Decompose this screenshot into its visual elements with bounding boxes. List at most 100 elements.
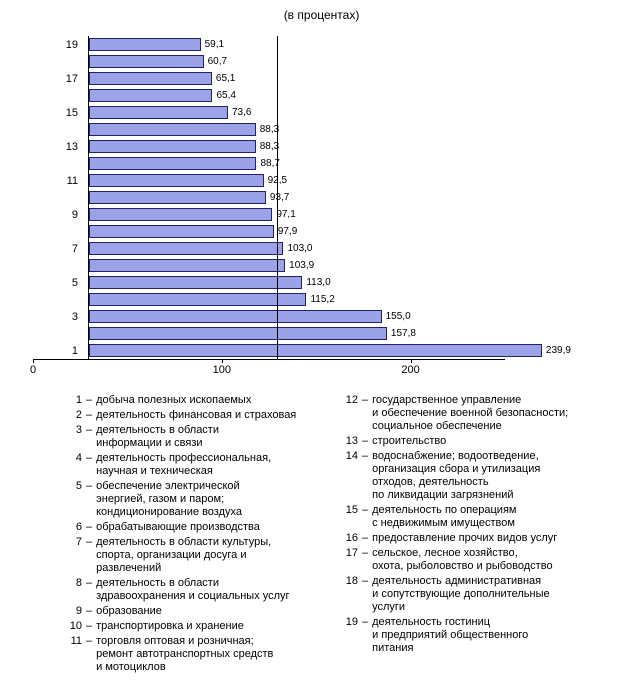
legend-item-text: деятельность гостиниц и предприятий обще… bbox=[372, 616, 529, 654]
bar-value-label: 88,3 bbox=[259, 141, 280, 152]
bar-track: 60,7 bbox=[88, 53, 560, 70]
bar-row: 7 103,0 bbox=[55, 240, 560, 257]
bar-track: 93,7 bbox=[88, 189, 560, 206]
legend-item-separator: – bbox=[362, 450, 369, 462]
bar-value-label: 65,4 bbox=[216, 90, 236, 101]
bar-track: 65,1 bbox=[88, 70, 560, 87]
bar-track: 155,0 bbox=[88, 308, 560, 325]
bar-chart-plot-area: 19 59,1 60,7 17 65,1 65,4 15 73,6 88,3 13 88,3 88,7… bbox=[55, 36, 571, 359]
chart-title: (в процентах) bbox=[283, 8, 360, 22]
legend-item-text: деятельность финансовая и страховая bbox=[96, 409, 297, 421]
bar bbox=[89, 225, 274, 238]
legend-item-number: 10 bbox=[69, 620, 82, 632]
bar-value-label: 88,7 bbox=[260, 158, 280, 169]
legend-item-text: деятельность административная и сопутств… bbox=[372, 575, 550, 613]
legend-item-separator: – bbox=[86, 577, 93, 589]
legend-item: 6– обрабатывающие производства bbox=[62, 521, 312, 534]
legend-item: 11– торговля оптовая и розничная; ремонт … bbox=[62, 635, 312, 674]
bar-track: 59,1 bbox=[88, 36, 560, 53]
x-axis-ticks: 0 100 200 bbox=[29, 360, 505, 378]
legend-item: 15– деятельность по операциям с недвижимы… bbox=[338, 504, 623, 530]
bar-value-label: 97,1 bbox=[276, 209, 296, 220]
bar-value-label: 88,3 bbox=[259, 124, 280, 135]
legend-item-number: 11 bbox=[70, 635, 82, 647]
bar bbox=[89, 106, 228, 119]
bar-row: 60,7 bbox=[55, 53, 560, 70]
bar-row: 15 73,6 bbox=[55, 104, 560, 121]
legend-item-number: 1 bbox=[75, 394, 82, 406]
legend-item-number: 9 bbox=[75, 605, 82, 617]
bar-row: 13 88,3 bbox=[55, 138, 560, 155]
x-tick-label: 0 bbox=[29, 364, 37, 376]
legend-item-separator: – bbox=[86, 605, 93, 617]
legend-item: 18– деятельность административная и сопут… bbox=[338, 575, 623, 614]
legend-item-number: 14 bbox=[345, 450, 358, 462]
x-tick-mark bbox=[221, 360, 223, 363]
bar-track: 65,4 bbox=[88, 87, 560, 104]
bar bbox=[89, 310, 382, 323]
legend-item: 7– деятельность в области культуры, спорт… bbox=[62, 536, 312, 575]
legend-item-text: обрабатывающие производства bbox=[96, 521, 260, 533]
legend-item-number: 18 bbox=[345, 575, 358, 587]
bar-row: 88,3 bbox=[55, 121, 560, 138]
legend-item-number: 17 bbox=[345, 547, 358, 559]
legend-item-separator: – bbox=[86, 635, 93, 647]
legend-item-number: 3 bbox=[75, 424, 82, 436]
legend-item-separator: – bbox=[86, 536, 93, 548]
bar-row: 3 155,0 bbox=[55, 308, 560, 325]
legend-item-separator: – bbox=[86, 452, 93, 464]
bar-track: 88,3 bbox=[88, 138, 560, 155]
legend-item-separator: – bbox=[86, 424, 93, 436]
x-axis-line bbox=[33, 359, 505, 360]
y-axis-label: 1 bbox=[71, 344, 78, 357]
x-tick-label: 100 bbox=[212, 364, 231, 376]
bar-row: 157,8 bbox=[55, 325, 560, 342]
bar-row: 97,9 bbox=[55, 223, 560, 240]
bar bbox=[89, 72, 212, 85]
legend-item-text: транспортировка и хранение bbox=[96, 620, 244, 632]
chart-legend: 1– добыча полезных ископаемых 2– деятельнос… bbox=[62, 394, 643, 676]
bar-row: 5 113,0 bbox=[55, 274, 560, 291]
bar-track: 103,9 bbox=[88, 257, 560, 274]
legend-item-separator: – bbox=[362, 394, 369, 406]
bar-track: 113,0 bbox=[88, 274, 560, 291]
legend-item-number: 16 bbox=[345, 532, 358, 544]
bar-row: 65,4 bbox=[55, 87, 560, 104]
y-axis-label: 17 bbox=[65, 72, 78, 85]
legend-item-separator: – bbox=[362, 504, 369, 516]
bar-track: 103,0 bbox=[88, 240, 560, 257]
legend-item: 1– добыча полезных ископаемых bbox=[62, 394, 312, 407]
legend-item-number: 19 bbox=[345, 616, 358, 628]
legend-item-text: добыча полезных ископаемых bbox=[96, 394, 252, 406]
y-axis-label: 9 bbox=[71, 208, 78, 221]
legend-item-separator: – bbox=[362, 547, 369, 559]
legend-item-number: 5 bbox=[75, 480, 82, 492]
legend-item-number: 2 bbox=[75, 409, 82, 421]
bar bbox=[89, 123, 256, 136]
legend-item-separator: – bbox=[86, 409, 93, 421]
bar-track: 73,6 bbox=[88, 104, 560, 121]
legend-item: 14– водоснабжение; водоотведение, организ… bbox=[338, 450, 623, 502]
bar bbox=[89, 242, 284, 255]
legend-item-separator: – bbox=[362, 575, 369, 587]
legend-item: 16– предоставление прочих видов услуг bbox=[338, 532, 623, 545]
legend-item-text: водоснабжение; водоотведение, организаци… bbox=[372, 450, 541, 501]
y-axis-label: 13 bbox=[65, 140, 78, 153]
bar-value-label: 157,8 bbox=[390, 328, 416, 339]
legend-item-text: государственное управление и обеспечение… bbox=[372, 394, 569, 432]
legend-item-separator: – bbox=[362, 435, 369, 447]
bar-track: 115,2 bbox=[88, 291, 560, 308]
bar-row: 19 59,1 bbox=[55, 36, 560, 53]
legend-item-separator: – bbox=[362, 616, 369, 628]
legend-item-separator: – bbox=[86, 521, 93, 533]
legend-item: 8– деятельность в области здравоохранения… bbox=[62, 577, 312, 603]
legend-item-text: торговля оптовая и розничная; ремонт авт… bbox=[96, 635, 274, 673]
legend-item-separator: – bbox=[86, 394, 93, 406]
bar-value-label: 65,1 bbox=[215, 73, 236, 84]
bar-track: 97,1 bbox=[88, 206, 560, 223]
legend-item-text: деятельность в области информации и связ… bbox=[96, 424, 219, 449]
bar-track: 92,5 bbox=[88, 172, 560, 189]
bar bbox=[89, 157, 257, 170]
legend-item-separator: – bbox=[362, 532, 369, 544]
y-axis-label: 19 bbox=[65, 38, 78, 51]
